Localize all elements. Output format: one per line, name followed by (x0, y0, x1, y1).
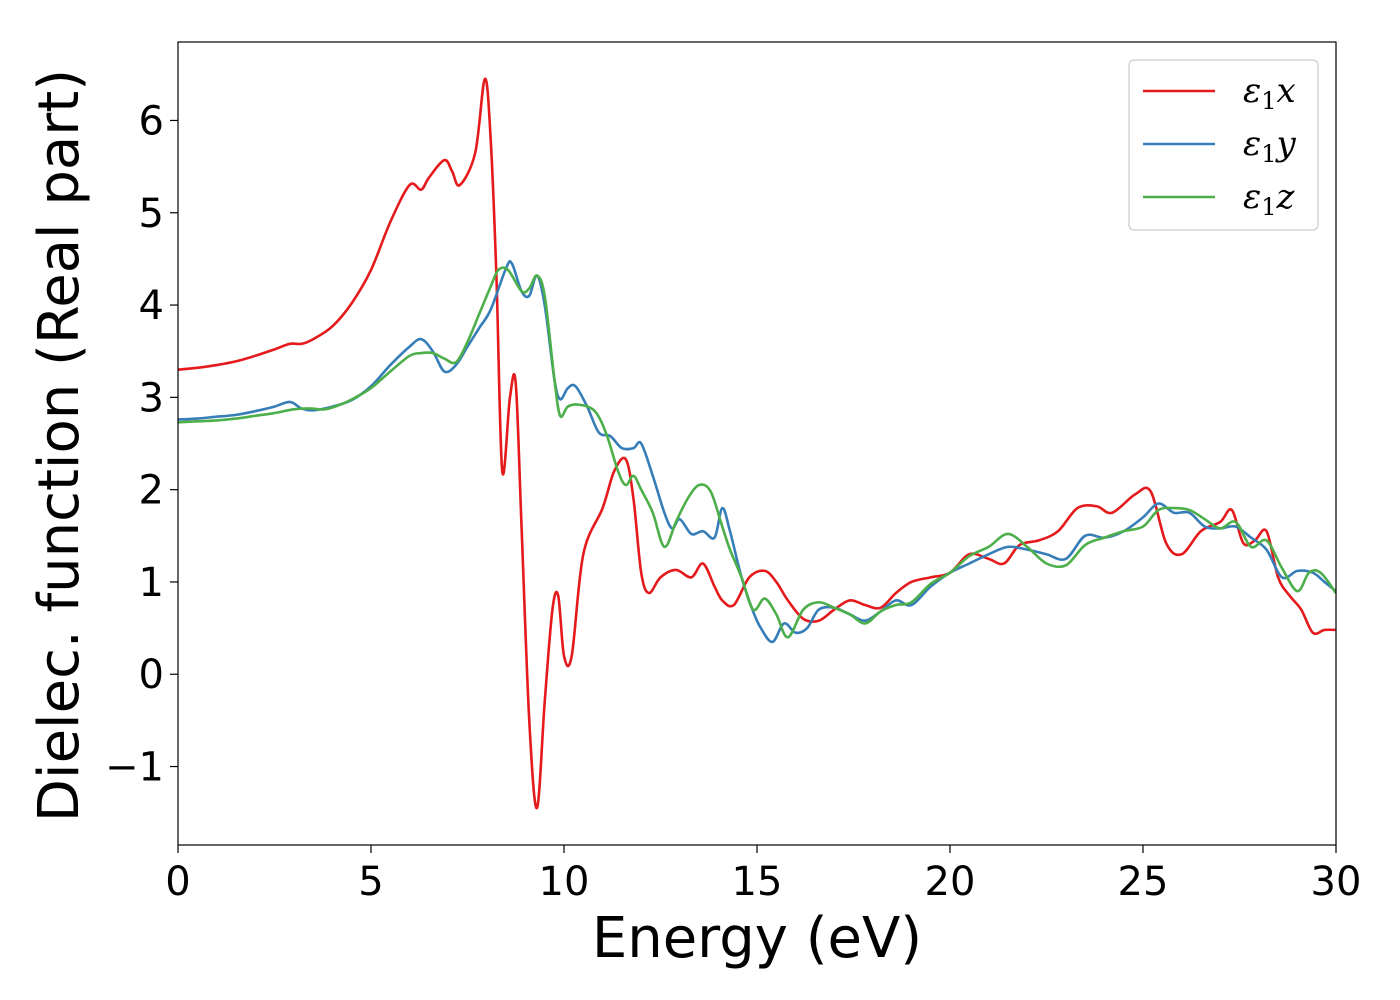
y-tick-label-5: 5 (139, 191, 164, 237)
legend: ε1x ε1y ε1z (1128, 59, 1319, 231)
x-tick-label-25: 25 (1118, 859, 1169, 905)
legend-label-y: ε1y (1243, 124, 1297, 168)
series-line-x (178, 77, 1336, 810)
x-tick-label-30: 30 (1311, 859, 1362, 905)
y-tick-label-6: 6 (139, 98, 164, 144)
legend-box (1128, 59, 1319, 231)
y-tick-label-4: 4 (139, 283, 164, 329)
x-tick-label-5: 5 (358, 859, 383, 905)
series-line-y (178, 259, 1336, 644)
y-tick-label--1: −1 (105, 745, 164, 791)
y-tick-label-2: 2 (139, 468, 164, 514)
x-tick-label-20: 20 (925, 859, 976, 905)
x-tick-label-10: 10 (539, 859, 590, 905)
y-tick-label-1: 1 (139, 560, 164, 606)
series-line-z (178, 266, 1336, 639)
legend-label-x: ε1x (1243, 71, 1296, 115)
x-axis: 0 5 10 15 20 25 30 (165, 845, 1361, 905)
y-axis-label: Dielec. function (Real part) (27, 69, 92, 822)
y-tick-label-3: 3 (139, 375, 164, 421)
series-layer (178, 77, 1336, 810)
y-axis: −1 0 1 2 3 4 5 6 (105, 98, 178, 791)
x-tick-label-15: 15 (732, 859, 783, 905)
x-tick-label-0: 0 (165, 859, 190, 905)
legend-label-z: ε1z (1243, 177, 1296, 221)
y-tick-label-0: 0 (139, 652, 164, 698)
x-axis-label: Energy (eV) (592, 906, 922, 971)
